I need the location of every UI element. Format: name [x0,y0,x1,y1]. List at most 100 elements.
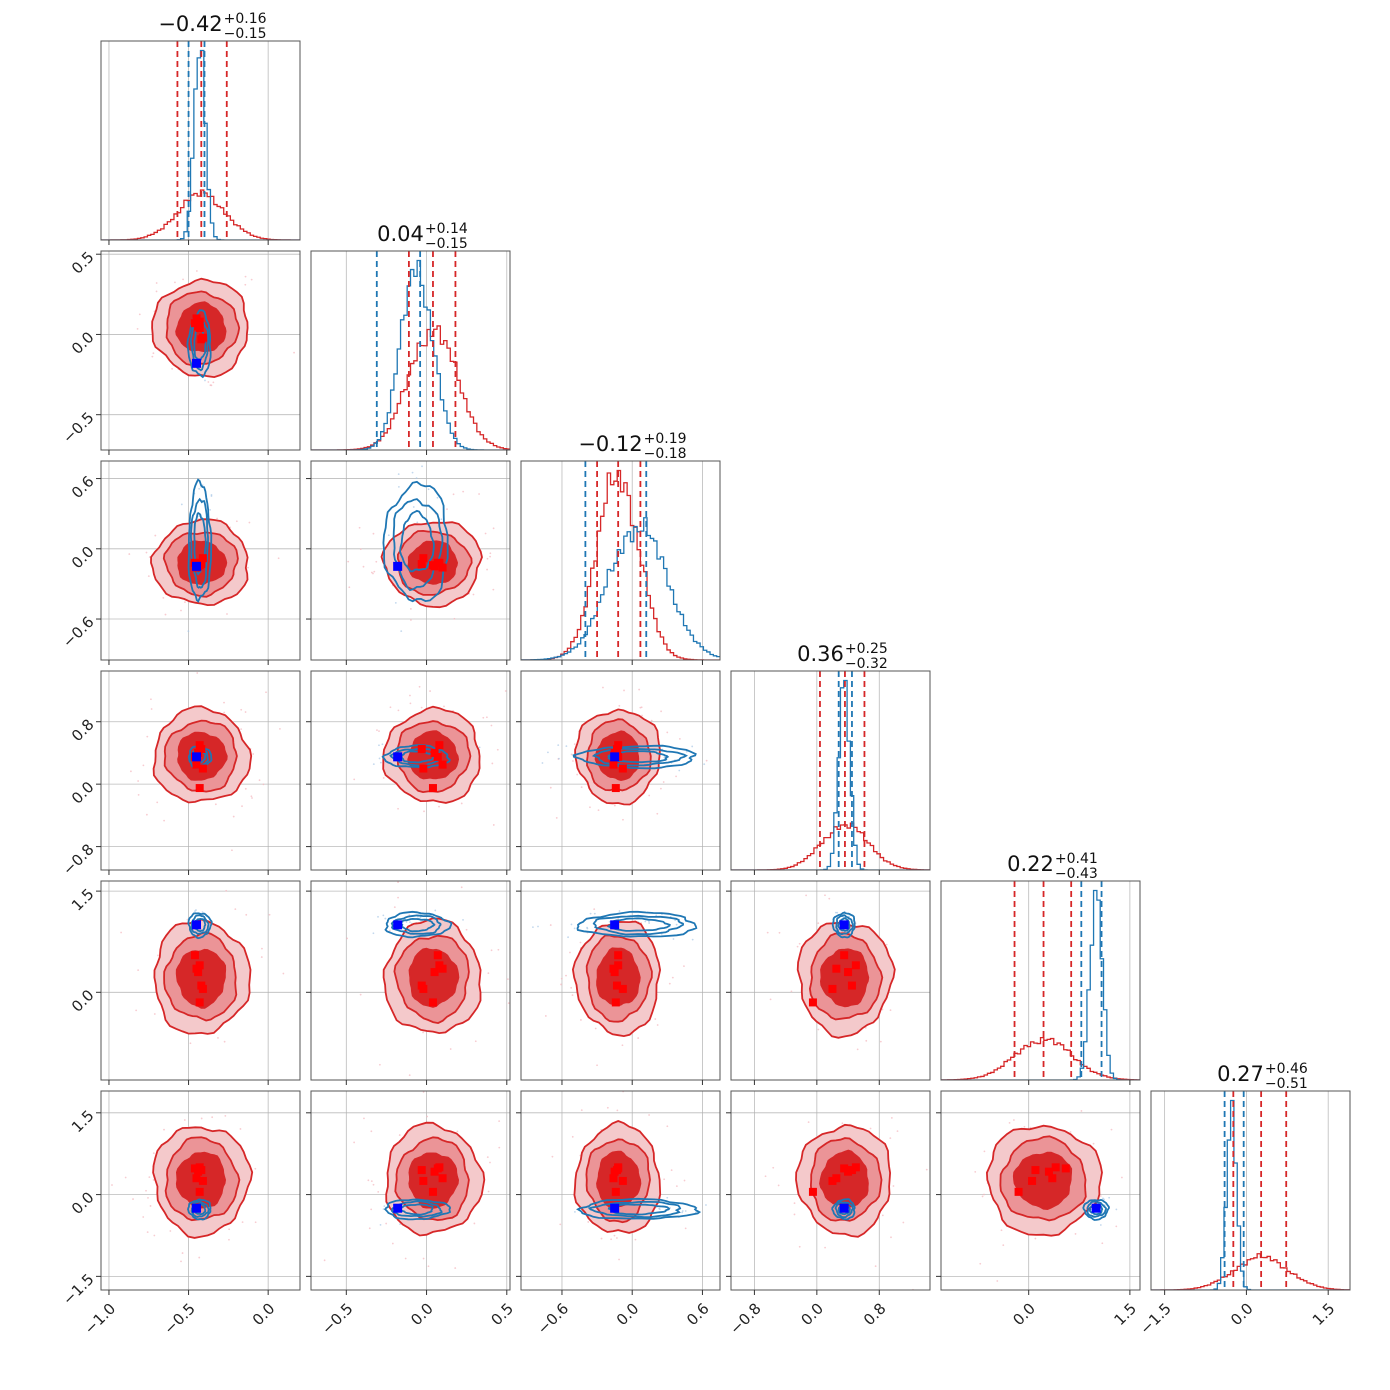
sample-point-red [162,596,165,599]
sample-point-red [675,1185,678,1188]
sample-point-blue [377,915,379,918]
sample-point-red [373,570,376,573]
sample-point-red [393,906,396,909]
truth-marker-red [419,1176,428,1185]
sample-point-red [622,818,624,821]
truth-marker-red [428,784,437,793]
sample-point-red [492,824,495,826]
sample-point-red [864,1078,866,1080]
sample-point-blue [672,938,675,940]
sample-point-red [226,613,228,615]
sample-point-blue [379,761,382,764]
sample-point-red [375,560,378,563]
panel-title-plus: +0.16 [224,11,267,27]
sample-point-red [348,586,351,589]
sample-point-red [228,1228,231,1231]
sample-point-red [409,702,412,705]
sample-point-red [551,1155,554,1158]
sample-point-blue [644,920,647,923]
truth-marker-red [198,764,207,773]
truth-marker-blue [192,920,202,930]
truth-marker-blue [192,561,202,571]
truth-marker-red [192,964,201,973]
sample-point-red [155,290,158,293]
sample-point-red [137,793,140,796]
sample-point-blue [558,757,560,760]
sample-point-red [504,690,507,692]
sample-point-red [282,972,285,975]
sample-point-red [174,281,176,284]
x-tick-label: −0.5 [318,1300,356,1338]
sample-point-red [147,575,150,578]
sample-point-blue [372,763,375,765]
x-tick-label: 0.0 [1009,1300,1039,1330]
sample-point-red [869,1127,872,1130]
contour-blue-level-1 [572,744,697,770]
sample-point-red [589,806,591,809]
sample-point-blue [436,496,439,499]
sample-point-red [152,352,155,355]
sample-point-red [135,1009,138,1012]
truth-marker-red [611,998,620,1007]
sample-point-red [261,947,263,950]
sample-point-red [258,779,261,782]
contour-blue-level-3 [399,917,436,933]
sample-point-red [817,922,820,925]
panel-frame [100,460,301,661]
sample-point-red [974,1170,977,1173]
sample-point-red [138,313,141,316]
sample-point-red [260,956,263,958]
sample-point-red [764,1175,767,1178]
sample-point-blue [567,936,569,939]
sample-point-red [359,993,362,996]
sample-point-blue [416,521,419,524]
sample-point-red [152,1179,155,1181]
truth-marker-red [609,1174,618,1183]
sample-point-blue [565,745,568,748]
sample-point-red [772,1166,775,1169]
sample-point-red [277,557,280,560]
truth-marker-red [428,998,437,1007]
sample-point-blue [1108,1196,1111,1199]
sample-point-red [408,914,411,916]
sample-point-red [580,1109,583,1112]
sample-point-red [130,770,132,773]
sample-point-red [856,1048,859,1051]
sample-point-red [571,994,574,997]
panel-content [731,671,930,870]
truth-marker-red [195,998,204,1007]
panel-frame [940,880,1141,1081]
panel-content [521,1091,720,1290]
panel-title-value: 0.27 [1217,1062,1264,1086]
sample-point-red [1120,1176,1123,1179]
truth-marker-red [195,324,204,333]
contour-blue-level-1 [187,478,213,603]
sample-point-red [254,1167,257,1170]
sample-point-red [790,990,793,993]
contour-blue-level-2 [189,320,210,372]
truth-marker-red [618,1176,627,1185]
x-tick-label: −0.8 [726,1300,764,1338]
sample-point-red [660,787,662,790]
sample-point-red [370,1130,373,1133]
sample-point-red [454,1267,457,1269]
sample-point-red [409,694,411,697]
sample-point-blue [586,927,589,930]
truth-marker-blue [192,1203,202,1213]
sample-point-red [492,588,495,591]
sample-point-red [362,565,365,568]
sample-point-red [487,1190,490,1193]
contour-red-level-3 [175,948,227,1009]
truth-marker-red [438,563,447,572]
sample-point-red [549,786,552,789]
sample-point-red [600,1237,603,1240]
contour-panel-3-2 [516,670,721,875]
sample-point-red [232,815,235,818]
sample-point-red [111,1184,113,1186]
sample-point-red [224,1114,227,1117]
panel-content [941,881,1140,1080]
truth-marker-red [197,335,206,344]
sample-point-red [410,619,412,621]
sample-point-red [370,571,373,574]
sample-point-red [250,795,253,798]
